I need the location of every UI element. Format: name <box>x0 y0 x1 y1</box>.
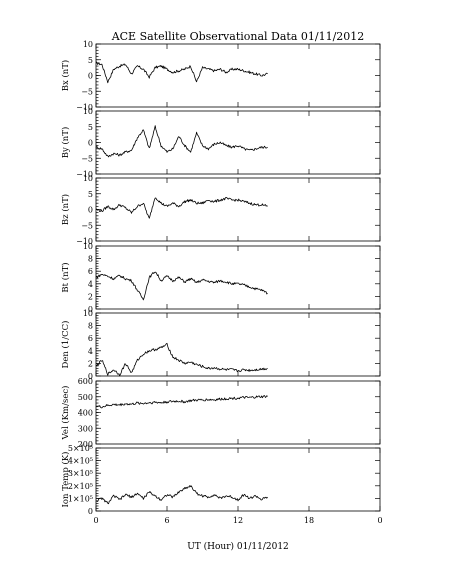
y-tick-label: 5 <box>88 56 93 65</box>
y-axis-label: Bx (nT) <box>60 60 71 92</box>
x-axis: 0 6 12 18 0 <box>93 516 382 525</box>
y-tick-label: 0 <box>88 507 93 516</box>
y-tick-label: 1×10⁵ <box>68 494 93 503</box>
panel-frame <box>95 177 381 242</box>
y-tick-label: 200 <box>78 440 93 449</box>
panels: 10 5 0 −5 −10 Bx (nT) 10 5 0 −5 −10 By (nT) 10 5 0 −5 −1… <box>60 40 381 516</box>
y-tick-label: 10 <box>83 242 93 251</box>
series-line <box>95 196 268 219</box>
y-tick-label: 6 <box>88 267 93 276</box>
panel-frame <box>95 447 381 512</box>
y-tick-label: 4×10⁵ <box>68 457 93 466</box>
panel-7: 5×10⁵ 4×10⁵ 3×10⁵ 2×10⁵ 1×10⁵ 0 Ion Temp (K) <box>60 444 381 516</box>
y-tick-label: 2 <box>88 359 93 368</box>
panel-frame <box>95 380 381 445</box>
y-tick-label: 6 <box>88 334 93 343</box>
y-tick-label: 600 <box>78 377 93 386</box>
x-tick-label: 6 <box>164 516 169 525</box>
y-tick-label: −5 <box>81 87 93 96</box>
y-tick-label: 0 <box>88 206 93 215</box>
series-line <box>95 61 268 84</box>
y-axis-label: Den (1/CC) <box>60 321 71 369</box>
y-tick-label: 4 <box>88 347 93 356</box>
y-tick-label: 500 <box>78 393 93 402</box>
y-tick-label: 2×10⁵ <box>68 482 93 491</box>
panel-frame <box>95 312 381 377</box>
y-tick-label: 300 <box>78 424 93 433</box>
panel-5: 10 8 6 4 2 0 Den (1/CC) <box>60 309 381 381</box>
y-tick-label: −10 <box>76 237 93 246</box>
panel-1: 10 5 0 −5 −10 Bx (nT) <box>60 40 381 112</box>
y-tick-label: 4 <box>88 280 93 289</box>
y-tick-label: 0 <box>88 305 93 314</box>
y-tick-label: −5 <box>81 221 93 230</box>
y-tick-label: 5 <box>88 190 93 199</box>
y-tick-label: 0 <box>88 372 93 381</box>
chart-title: ACE Satellite Observational Data 01/11/2… <box>111 30 365 43</box>
x-tick-label: 0 <box>377 516 382 525</box>
y-axis-label: Vel (Km/sec) <box>60 386 71 441</box>
series-line <box>95 342 268 377</box>
series-line <box>95 395 268 409</box>
y-tick-label: −5 <box>81 154 93 163</box>
y-axis-label: Bz (nT) <box>60 194 71 225</box>
y-tick-label: 0 <box>88 139 93 148</box>
y-axis-label: Ion Temp (K) <box>60 452 71 508</box>
y-axis-label: Bt (nT) <box>60 262 71 292</box>
x-tick-label: 12 <box>233 516 243 525</box>
panel-frame <box>95 43 381 108</box>
panel-3: 10 5 0 −5 −10 Bz (nT) <box>60 174 381 246</box>
panel-frame <box>95 245 381 310</box>
x-axis-label: UT (Hour) 01/11/2012 <box>187 541 289 552</box>
y-tick-label: −10 <box>76 170 93 179</box>
y-tick-label: 5 <box>88 123 93 132</box>
y-tick-label: 10 <box>83 107 93 116</box>
y-tick-label: 0 <box>88 72 93 81</box>
panel-4: 10 8 6 4 2 0 Bt (nT) <box>60 242 381 314</box>
y-tick-label: 2 <box>88 292 93 301</box>
y-tick-label: 8 <box>88 255 93 264</box>
x-tick-label: 0 <box>93 516 98 525</box>
y-tick-label: 400 <box>78 409 93 418</box>
y-tick-label: 3×10⁵ <box>68 469 93 478</box>
y-tick-label: 10 <box>83 174 93 183</box>
y-tick-label: −10 <box>76 103 93 112</box>
y-tick-label: 10 <box>83 40 93 49</box>
y-tick-label: 8 <box>88 322 93 331</box>
panel-6: 600 500 400 300 200 Vel (Km/sec) <box>60 377 381 449</box>
series-line <box>95 271 268 301</box>
panel-frame <box>95 110 381 175</box>
series-line <box>95 484 268 505</box>
y-tick-label: 5×10⁵ <box>68 444 93 453</box>
series-line <box>95 125 268 158</box>
y-tick-label: 10 <box>83 309 93 318</box>
x-tick-label: 18 <box>304 516 314 525</box>
panel-2: 10 5 0 −5 −10 By (nT) <box>60 107 381 179</box>
y-axis-label: By (nT) <box>60 127 71 159</box>
